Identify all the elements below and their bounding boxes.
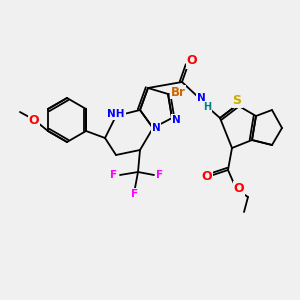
Text: N: N [196,93,206,103]
Text: F: F [156,170,164,180]
Text: Br: Br [171,85,185,98]
Text: O: O [202,169,212,182]
Text: O: O [187,55,197,68]
Text: N: N [152,123,160,133]
Text: O: O [234,182,244,194]
Text: N: N [172,115,180,125]
Text: F: F [131,189,139,199]
Text: NH: NH [107,109,125,119]
Text: F: F [110,170,118,180]
Text: S: S [232,94,242,106]
Text: O: O [28,113,39,127]
Text: H: H [203,102,211,112]
